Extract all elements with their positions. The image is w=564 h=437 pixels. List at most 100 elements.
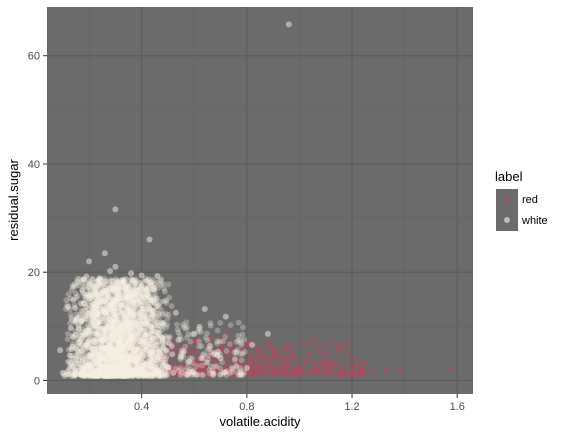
data-point-white bbox=[113, 330, 119, 337]
data-point-white bbox=[121, 367, 127, 374]
data-point-red bbox=[150, 365, 156, 372]
data-point-red bbox=[259, 357, 266, 363]
data-point-red bbox=[215, 346, 222, 353]
data-point-white bbox=[82, 307, 89, 314]
data-point-white bbox=[147, 366, 154, 373]
data-point-white bbox=[151, 336, 157, 343]
data-point-white bbox=[96, 331, 103, 338]
data-point-white bbox=[133, 372, 140, 379]
data-point-red bbox=[298, 367, 305, 374]
data-point-white bbox=[125, 323, 132, 330]
data-point-red bbox=[222, 332, 229, 339]
data-point-white bbox=[86, 336, 92, 343]
data-point-red bbox=[259, 353, 266, 360]
data-point-white bbox=[140, 331, 147, 338]
data-point-red bbox=[191, 360, 198, 367]
data-point-white bbox=[124, 372, 131, 379]
data-point-red bbox=[221, 348, 227, 355]
data-point-red bbox=[224, 358, 231, 365]
data-point-white bbox=[123, 323, 129, 330]
data-point-red bbox=[322, 356, 329, 363]
data-point-red bbox=[227, 344, 234, 351]
data-point-white bbox=[120, 344, 127, 351]
data-point-white bbox=[147, 324, 154, 331]
data-point-white bbox=[238, 357, 245, 364]
data-point-white bbox=[107, 366, 114, 373]
data-point-white bbox=[101, 250, 108, 257]
data-point-red bbox=[260, 368, 266, 374]
data-point-white bbox=[108, 362, 114, 369]
data-point-red bbox=[192, 337, 199, 343]
data-point-white bbox=[164, 315, 171, 322]
data-point-white bbox=[91, 349, 98, 356]
data-point-red bbox=[261, 367, 268, 374]
data-point-white bbox=[95, 297, 102, 304]
data-point-red bbox=[163, 370, 169, 377]
data-point-white bbox=[100, 281, 106, 288]
data-point-white bbox=[107, 316, 114, 323]
data-point-red bbox=[284, 369, 290, 376]
data-point-white bbox=[136, 352, 142, 359]
data-point-red bbox=[221, 368, 227, 375]
data-point-white bbox=[91, 337, 98, 344]
data-point-white bbox=[120, 373, 127, 380]
data-point-red bbox=[128, 370, 135, 376]
data-point-white bbox=[143, 360, 150, 367]
data-point-white bbox=[149, 307, 156, 314]
data-point-white bbox=[107, 302, 114, 309]
data-point-red bbox=[214, 338, 221, 344]
data-point-white bbox=[104, 352, 111, 359]
y-axis-title: residual.sugar bbox=[6, 159, 21, 241]
data-point-white bbox=[78, 371, 84, 378]
data-point-red bbox=[276, 352, 283, 359]
data-point-red bbox=[207, 369, 213, 375]
data-point-red bbox=[276, 363, 283, 369]
data-point-red bbox=[361, 369, 367, 376]
data-point-red bbox=[287, 352, 294, 359]
data-point-white bbox=[142, 331, 149, 338]
data-point-white bbox=[139, 287, 146, 294]
y-axis-ticks: 0 20 40 60 bbox=[28, 51, 47, 387]
data-point-red bbox=[217, 369, 224, 375]
data-point-red bbox=[311, 367, 318, 374]
data-point-white bbox=[101, 309, 108, 316]
data-point-white bbox=[130, 303, 136, 310]
data-point-red bbox=[326, 361, 332, 368]
data-point-white bbox=[86, 371, 93, 378]
data-point-white bbox=[85, 373, 92, 379]
data-point-white bbox=[186, 358, 192, 365]
data-point-white bbox=[115, 361, 121, 368]
data-point-red bbox=[165, 341, 172, 348]
data-point-red bbox=[297, 366, 303, 372]
data-point-red bbox=[132, 350, 138, 357]
data-point-white bbox=[106, 372, 113, 379]
data-point-white bbox=[105, 323, 112, 330]
data-point-red bbox=[179, 361, 186, 368]
data-point-red bbox=[359, 361, 366, 368]
data-point-white bbox=[130, 343, 137, 350]
y-tick-label: 0 bbox=[34, 375, 40, 387]
data-point-white bbox=[131, 299, 137, 305]
data-point-red bbox=[341, 370, 348, 377]
data-point-white bbox=[109, 364, 116, 371]
data-point-white bbox=[133, 366, 140, 373]
data-point-white bbox=[109, 337, 116, 344]
data-point-white bbox=[146, 283, 152, 290]
data-point-white bbox=[67, 352, 73, 359]
data-point-white bbox=[79, 351, 86, 358]
data-point-red bbox=[248, 353, 255, 360]
data-point-white bbox=[123, 360, 130, 367]
major-gridlines bbox=[47, 7, 473, 394]
data-point-red bbox=[306, 337, 312, 343]
data-point-red bbox=[269, 368, 276, 375]
data-point-red bbox=[212, 357, 219, 364]
data-point-red bbox=[240, 338, 246, 344]
data-point-white bbox=[83, 316, 90, 322]
data-point-red bbox=[256, 352, 262, 359]
data-point-red bbox=[272, 353, 279, 360]
data-point-white bbox=[143, 297, 150, 304]
data-point-red bbox=[206, 336, 212, 342]
data-point-white bbox=[148, 363, 154, 369]
data-point-white bbox=[117, 369, 124, 376]
data-point-red bbox=[127, 362, 134, 369]
